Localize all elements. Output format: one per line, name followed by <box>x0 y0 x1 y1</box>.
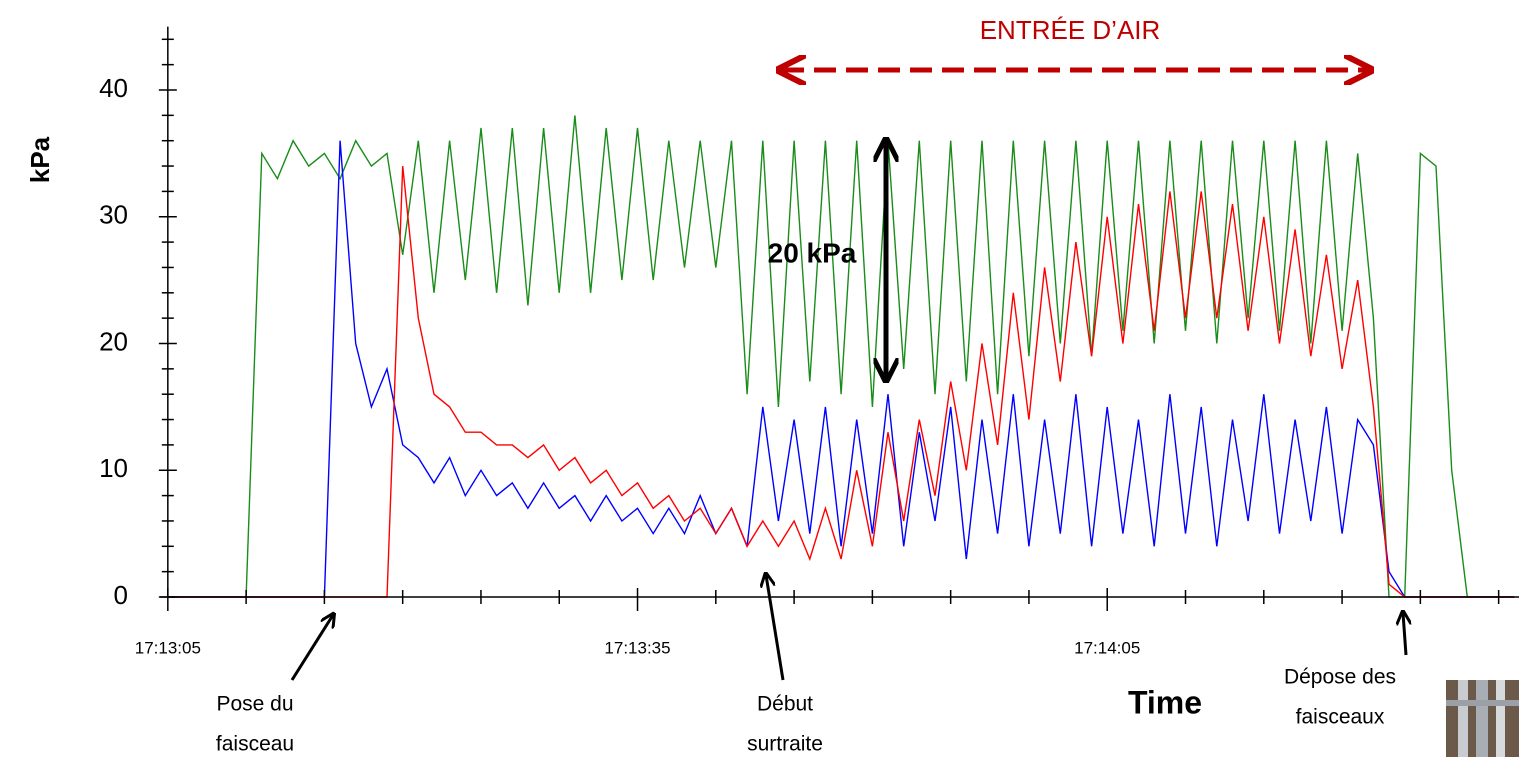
annotation: ENTRÉE D’AIR <box>980 15 1161 45</box>
annotation: Début <box>757 693 813 716</box>
pointer-arrow <box>290 615 333 681</box>
data-line <box>167 166 1515 598</box>
y-tick-label: 40 <box>99 73 128 103</box>
y-tick-label: 30 <box>99 200 128 230</box>
y-tick-label: 0 <box>114 580 128 610</box>
photo <box>1446 680 1519 757</box>
x-tick-label: 17:14:05 <box>1074 638 1140 657</box>
annotation: Dépose des <box>1284 666 1396 689</box>
data-line <box>167 140 1515 598</box>
annotation: Pose du <box>216 693 293 716</box>
plot-area: 0 10 20 30 40 17:13:05 17:13:35 17:14:05 <box>99 26 1519 657</box>
x-tick-label: 17:13:35 <box>604 638 670 657</box>
annotation: surtraite <box>747 733 823 756</box>
pointer-arrow <box>1403 613 1406 656</box>
annotation: 20 kPa <box>768 237 857 268</box>
x-axis-label: Time <box>1128 684 1202 720</box>
y-tick-label: 10 <box>99 453 128 483</box>
annotation: faisceaux <box>1296 706 1385 729</box>
y-axis-label: kPa <box>25 136 55 183</box>
y-tick-label: 20 <box>99 326 128 356</box>
x-tick-label: 17:13:05 <box>135 638 201 657</box>
annotation: faisceau <box>216 733 294 756</box>
data-line <box>167 115 1515 598</box>
pointer-arrow <box>766 575 785 681</box>
